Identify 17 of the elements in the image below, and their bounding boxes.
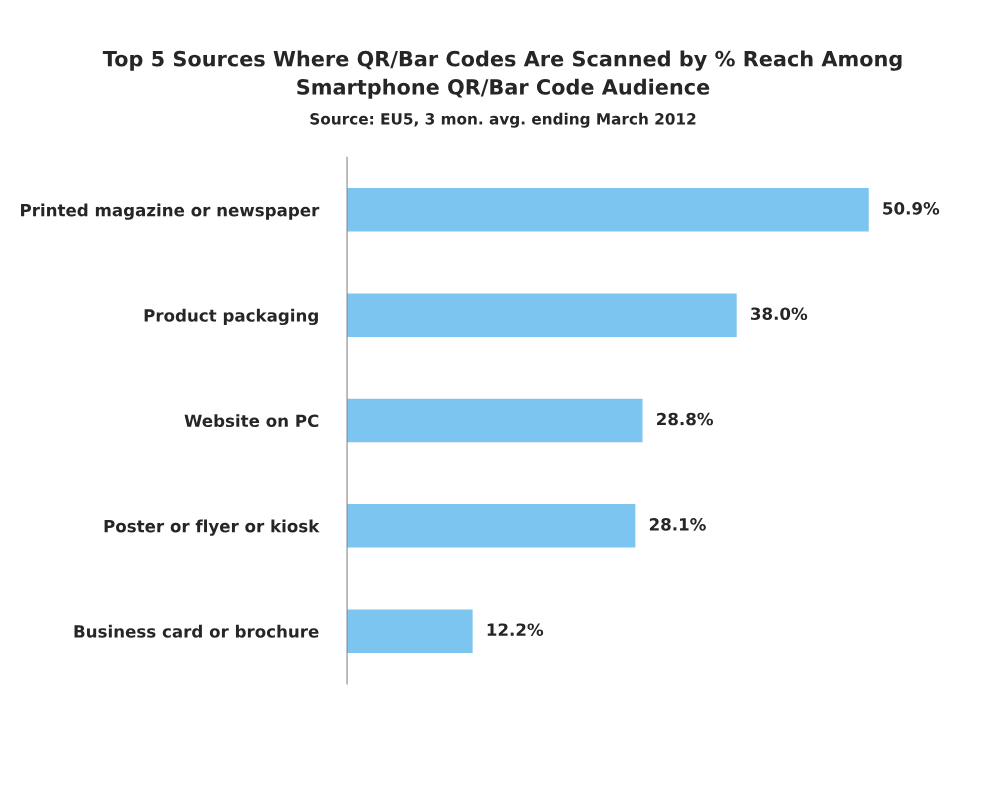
chart-title: Top 5 Sources Where QR/Bar Codes Are Scanned by % Reach Among Smartphone QR/Bar Code Audience — [102, 50, 902, 99]
data-label: 50.9% — [883, 202, 940, 215]
data-label: 28.8% — [657, 412, 714, 426]
bar — [347, 609, 473, 653]
data-label: 12.2% — [487, 623, 544, 636]
y-tick-label: Product packaging — [144, 308, 318, 326]
bar — [347, 188, 869, 232]
data-label: 28.1% — [649, 518, 706, 531]
bar — [347, 293, 737, 337]
y-tick-label: Poster or flyer or kiosk — [104, 519, 320, 536]
chart-subtitle: Source: EU5, 3 mon. avg. ending March 2012 — [310, 112, 696, 128]
bar — [347, 504, 636, 548]
bar — [347, 398, 643, 443]
y-tick-label: Website on PC — [184, 414, 319, 428]
y-tick-label: Business card or brochure — [74, 624, 319, 638]
y-tick-label: Printed magazine or newspaper — [21, 203, 320, 220]
data-label: 38.0% — [751, 307, 808, 321]
